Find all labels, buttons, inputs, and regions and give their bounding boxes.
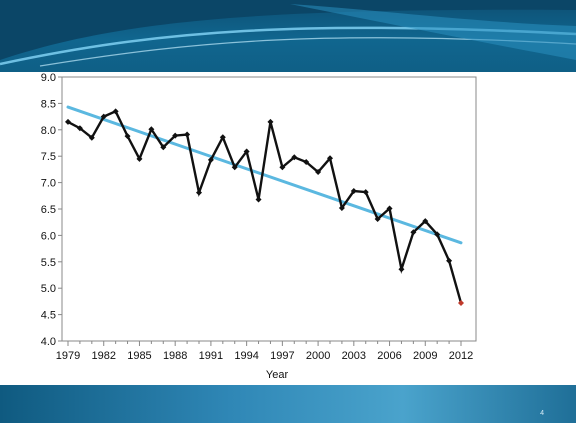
data-point — [100, 113, 107, 120]
y-tick-label: 9.0 — [41, 72, 56, 84]
y-tick-label: 4.0 — [41, 336, 56, 348]
data-point — [386, 205, 393, 212]
title-banner — [0, 0, 576, 72]
data-point — [291, 154, 298, 161]
x-tick-label: 2003 — [342, 350, 366, 362]
x-tick-label: 1985 — [127, 350, 151, 362]
data-point — [124, 133, 131, 140]
y-tick-label: 4.5 — [41, 310, 56, 322]
x-tick-label: 2009 — [413, 350, 437, 362]
x-tick-label: 2006 — [377, 350, 401, 362]
y-tick-label: 6.0 — [41, 230, 56, 242]
trend-line — [66, 105, 463, 245]
data-point — [184, 131, 191, 138]
data-point — [422, 218, 429, 225]
data-point — [160, 144, 167, 151]
data-point — [76, 125, 83, 132]
y-tick-label: 6.5 — [41, 204, 56, 216]
data-point — [65, 118, 71, 125]
data-point-highlight — [458, 299, 464, 306]
x-tick-label: 1982 — [91, 350, 115, 362]
series-line — [67, 109, 463, 304]
data-point — [374, 216, 381, 223]
data-point — [279, 164, 286, 171]
x-axis: 1979 1982 1985 1988 1991 1994 1997 2000 2003 2006… — [56, 341, 473, 362]
data-point — [267, 118, 274, 125]
y-tick-label: 8.5 — [41, 98, 56, 110]
data-point — [112, 108, 119, 115]
data-point — [350, 188, 357, 195]
x-tick-label: 1988 — [163, 350, 187, 362]
data-point — [446, 257, 453, 264]
data-point — [255, 196, 262, 203]
data-point — [231, 164, 238, 171]
x-tick-label: 1979 — [56, 350, 80, 362]
page-number: 4 — [540, 410, 544, 417]
data-point — [327, 155, 333, 162]
data-point — [338, 204, 345, 211]
data-point — [398, 266, 405, 273]
data-point — [434, 231, 441, 238]
data-point — [172, 132, 179, 139]
y-tick-label: 7.0 — [41, 178, 56, 190]
data-point — [219, 134, 226, 141]
y-tick-label: 5.5 — [41, 257, 56, 269]
data-point — [136, 155, 143, 162]
y-axis: 4.0 4.5 5.0 5.5 6.0 6.5 7.0 7.5 8.0 8.5 9.0 — [41, 72, 62, 348]
banner-wave-graphic — [0, 0, 576, 67]
data-point — [243, 148, 250, 155]
x-tick-label: 2000 — [306, 350, 330, 362]
y-tick-label: 5.0 — [41, 283, 56, 295]
x-tick-label: 1997 — [270, 350, 294, 362]
x-tick-label: 1991 — [199, 350, 223, 362]
footer-band — [0, 385, 576, 423]
plot-frame — [61, 76, 477, 342]
data-point — [148, 126, 155, 133]
data-point — [196, 189, 202, 196]
chart: 4.04.55.05.56.06.57.07.58.08.59.0 1979 19… — [41, 72, 477, 381]
y-tick-label: 8.0 — [41, 125, 56, 137]
data-point — [315, 169, 322, 176]
data-point — [88, 134, 95, 141]
data-point — [303, 159, 310, 166]
x-axis-title: Year — [266, 369, 289, 381]
data-point — [410, 229, 417, 236]
data-point — [207, 156, 214, 163]
data-point — [362, 189, 369, 196]
x-tick-label: 1994 — [234, 350, 258, 362]
y-tick-label: 7.5 — [41, 151, 56, 163]
x-tick-label: 2012 — [449, 350, 473, 362]
series-group — [65, 105, 464, 306]
